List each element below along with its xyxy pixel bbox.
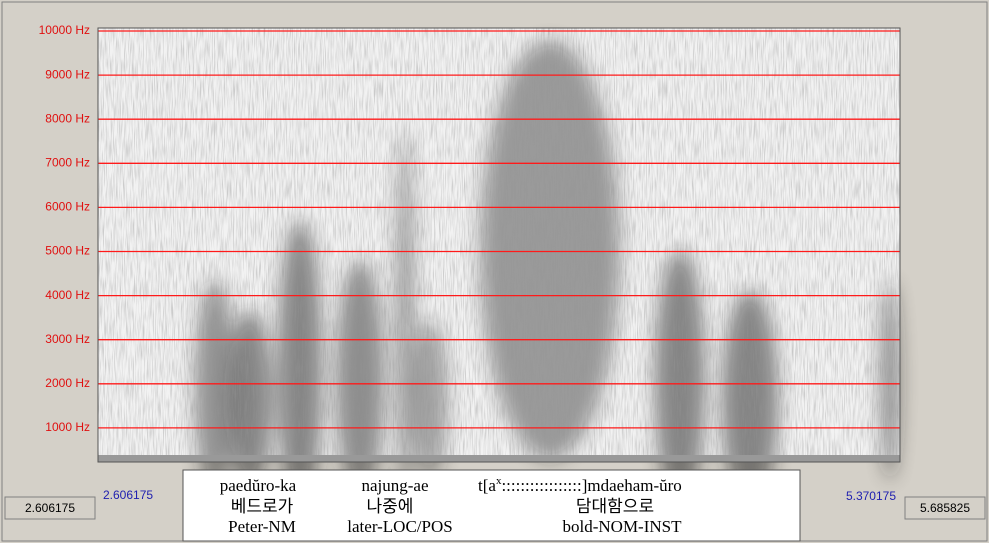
y-tick-label: 4000 Hz (45, 288, 90, 302)
gloss: later-LOC/POS (347, 517, 452, 536)
window-end: 5.685825 (920, 501, 970, 515)
romanization: t[ax:::::::::::::::::]mdaeham-ŭro (478, 475, 682, 495)
hangul: 베드로가 (231, 497, 294, 517)
romanization: t[a (478, 476, 496, 495)
romanization: paedŭro-ka (220, 476, 297, 495)
gloss: Peter-NM (228, 517, 296, 536)
annotation-box (182, 469, 801, 542)
hangul: 나중에 (367, 497, 414, 517)
romanization: najung-ae (361, 476, 428, 495)
grid (98, 30, 900, 429)
y-tick-label: 10000 Hz (39, 23, 90, 37)
gloss: bold-NOM-INST (563, 517, 683, 536)
y-tick-label: 2000 Hz (45, 376, 90, 390)
end-box (904, 496, 986, 520)
y-tick-label: 8000 Hz (45, 111, 90, 125)
y-tick-label: 9000 Hz (45, 67, 90, 81)
y-tick-label: 3000 Hz (45, 332, 90, 346)
hangul: 담대함으로 (576, 497, 654, 517)
y-tick-label: 7000 Hz (45, 155, 90, 169)
selection-end: 5.370175 (846, 489, 896, 503)
spectrogram (98, 28, 900, 520)
y-tick-label: 1000 Hz (45, 420, 90, 434)
romanization: :::::::::::::::::]mdaeham-ŭro (501, 476, 681, 495)
selection-start: 2.606175 (103, 488, 153, 502)
y-tick-label: 5000 Hz (45, 244, 90, 258)
window-start: 2.606175 (25, 501, 75, 515)
y-tick-label: 6000 Hz (45, 200, 90, 214)
plot-border (97, 27, 901, 463)
superscript: x (496, 475, 502, 487)
start-box (4, 496, 96, 520)
